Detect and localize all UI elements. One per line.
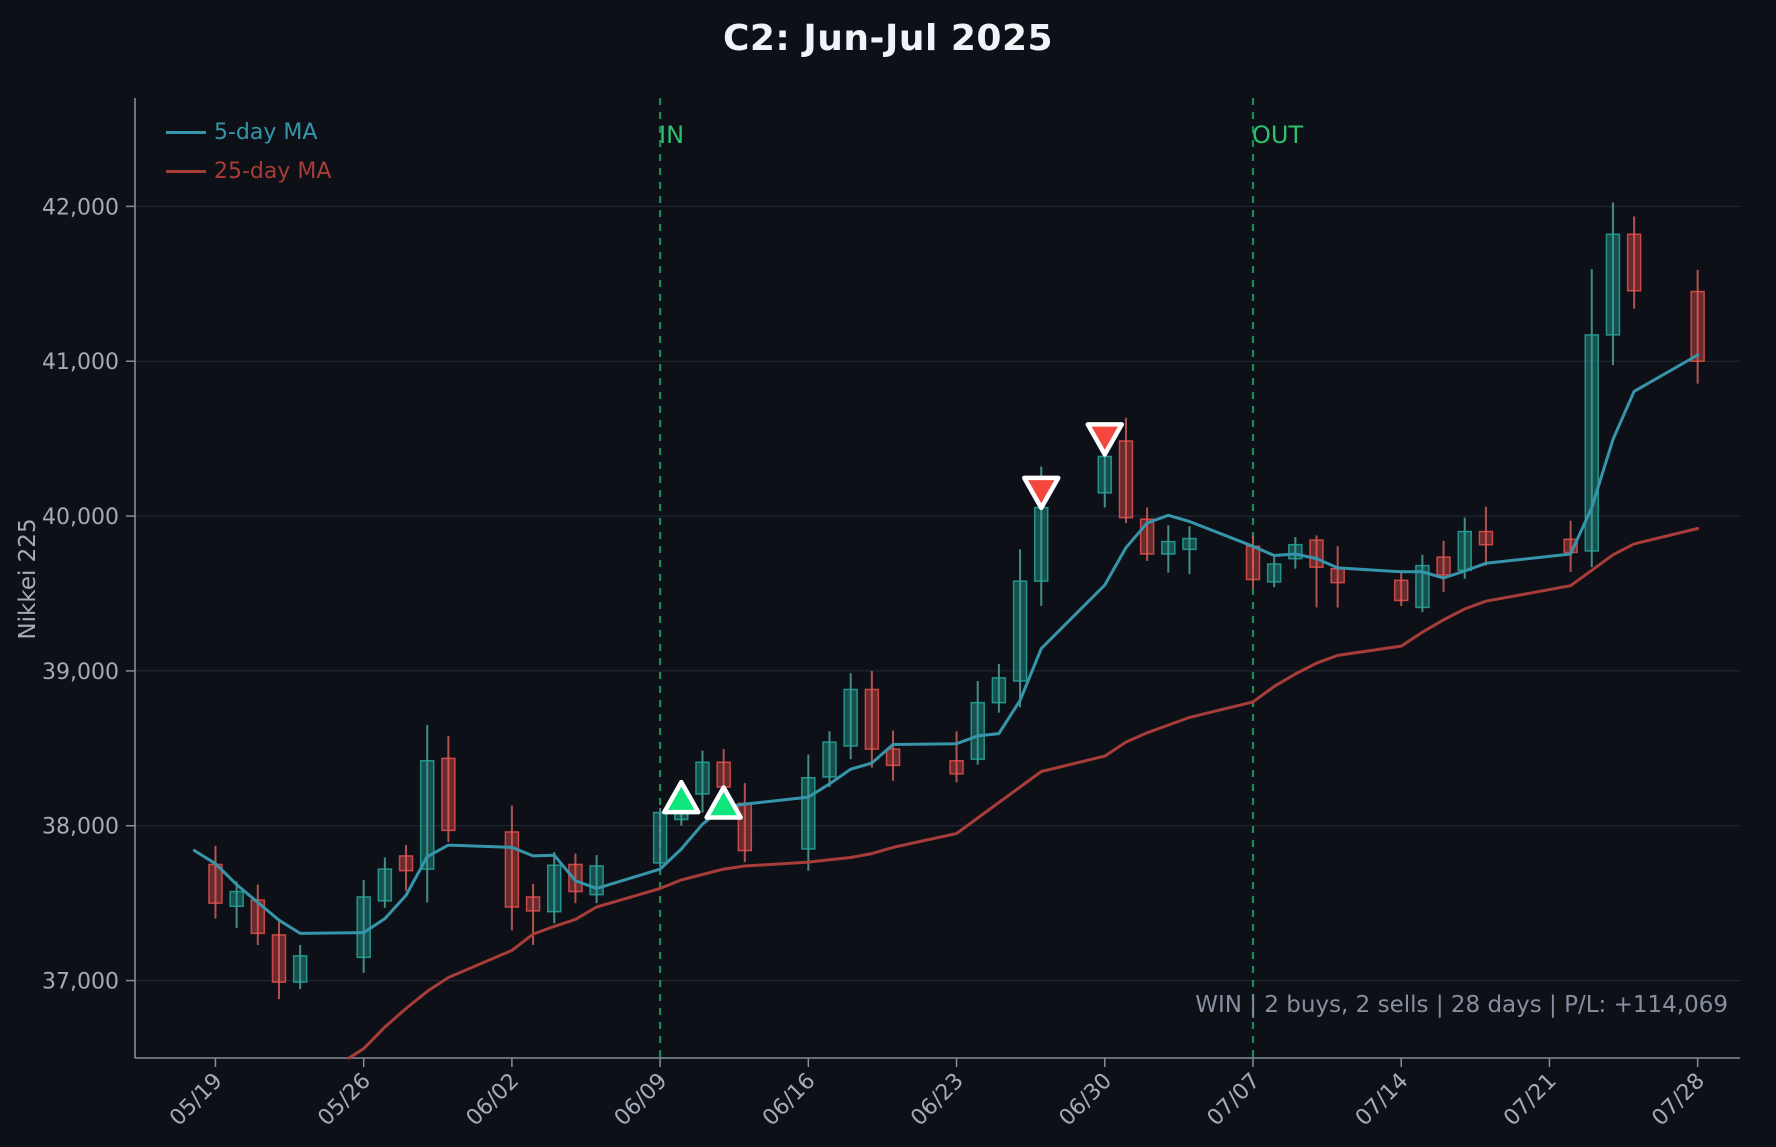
legend: 5-day MA 25-day MA <box>166 120 331 184</box>
candle-body-06/24 <box>970 701 985 760</box>
x-tick-label: 07/07 <box>1203 1069 1266 1132</box>
y-tick-label: 40,000 <box>42 505 119 530</box>
candle-body-06/26 <box>1012 580 1028 682</box>
sell-marker-06/27 <box>1022 475 1061 511</box>
candle-body-07/10 <box>1309 539 1324 568</box>
candle-body-07/28 <box>1690 290 1705 362</box>
legend-item-ma25: 25-day MA <box>166 159 331 184</box>
candle-body-06/06 <box>589 865 604 896</box>
x-tick-label: 06/02 <box>462 1069 525 1132</box>
candle-body-05/28 <box>398 855 414 872</box>
candle-body-07/09 <box>1288 543 1303 560</box>
candle-body-06/12 <box>716 761 731 788</box>
x-tick-label: 06/09 <box>610 1069 673 1132</box>
candle-body-07/03 <box>1161 540 1176 555</box>
legend-item-ma5: 5-day MA <box>166 120 331 145</box>
candle-body-05/20 <box>229 890 244 908</box>
x-tick-label: 07/21 <box>1499 1069 1562 1132</box>
x-tick-label: 05/26 <box>313 1069 376 1132</box>
sell-marker-06/30 <box>1085 422 1125 457</box>
candle-body-06/05 <box>568 863 583 893</box>
candle-body-06/19 <box>864 688 880 750</box>
candle-body-06/04 <box>546 864 562 913</box>
x-tick-label: 06/23 <box>906 1069 969 1132</box>
candle-body-05/22 <box>271 934 287 983</box>
ma5-line <box>192 353 1700 935</box>
legend-label-ma25: 25-day MA <box>214 159 332 184</box>
candle-body-05/21 <box>250 899 266 935</box>
buy-marker-06/12 <box>704 785 743 820</box>
candle-body-07/14 <box>1393 579 1409 602</box>
candle-body-07/01 <box>1118 440 1134 519</box>
candle-body-06/25 <box>991 677 1007 704</box>
ma5-line-swatch <box>166 131 206 134</box>
candle-body-06/27 <box>1034 506 1049 582</box>
ma25-line-swatch <box>166 170 206 173</box>
candle-body-07/17 <box>1457 530 1472 572</box>
y-tick-label: 39,000 <box>42 660 119 685</box>
candle-body-07/04 <box>1182 537 1197 551</box>
ma25-line <box>347 527 1700 1060</box>
trade-result-status: WIN | 2 buys, 2 sells | 28 days | P/L: +… <box>1195 992 1728 1018</box>
candle-body-07/15 <box>1415 564 1430 609</box>
x-tick-label: 06/16 <box>758 1069 821 1132</box>
y-axis-label: Nikkei 225 <box>15 518 41 640</box>
entry-line-label: IN <box>659 121 685 149</box>
candle-body-05/23 <box>292 955 308 983</box>
candle-body-07/18 <box>1478 530 1494 546</box>
exit-line-label: OUT <box>1252 121 1304 149</box>
candle-body-06/18 <box>843 688 858 747</box>
candle-body-05/26 <box>356 896 371 959</box>
buy-marker-06/10 <box>662 779 701 815</box>
candle-body-06/20 <box>885 748 901 767</box>
chart-title: C2: Jun-Jul 2025 <box>722 18 1054 59</box>
candle-body-05/30 <box>441 757 456 832</box>
candle-body-05/29 <box>419 759 435 870</box>
legend-label-ma5: 5-day MA <box>214 120 318 145</box>
x-tick-label: 05/19 <box>165 1069 228 1132</box>
y-tick-label: 37,000 <box>42 970 119 995</box>
x-tick-label: 07/28 <box>1647 1069 1710 1132</box>
y-tick-label: 38,000 <box>42 815 119 840</box>
candle-body-06/23 <box>949 759 964 775</box>
candle-body-05/27 <box>377 868 393 902</box>
y-tick-label: 41,000 <box>42 350 119 375</box>
candle-body-06/13 <box>737 802 753 852</box>
candle-body-07/24 <box>1605 233 1621 336</box>
candle-body-07/07 <box>1245 545 1261 581</box>
x-tick-label: 06/30 <box>1055 1069 1118 1132</box>
candle-body-06/17 <box>822 741 837 778</box>
candle-body-07/16 <box>1436 556 1451 576</box>
x-tick-label: 07/14 <box>1351 1069 1414 1132</box>
candle-body-06/09 <box>652 811 668 864</box>
candle-body-07/08 <box>1266 563 1282 583</box>
candle-body-06/16 <box>801 776 816 850</box>
candle-body-07/25 <box>1626 233 1642 292</box>
candle-body-06/30 <box>1097 455 1113 494</box>
y-tick-label: 42,000 <box>42 195 119 220</box>
candle-body-07/11 <box>1330 567 1345 584</box>
candle-body-06/03 <box>525 896 541 912</box>
candle-body-06/11 <box>695 761 710 795</box>
candle-body-06/02 <box>504 831 520 908</box>
